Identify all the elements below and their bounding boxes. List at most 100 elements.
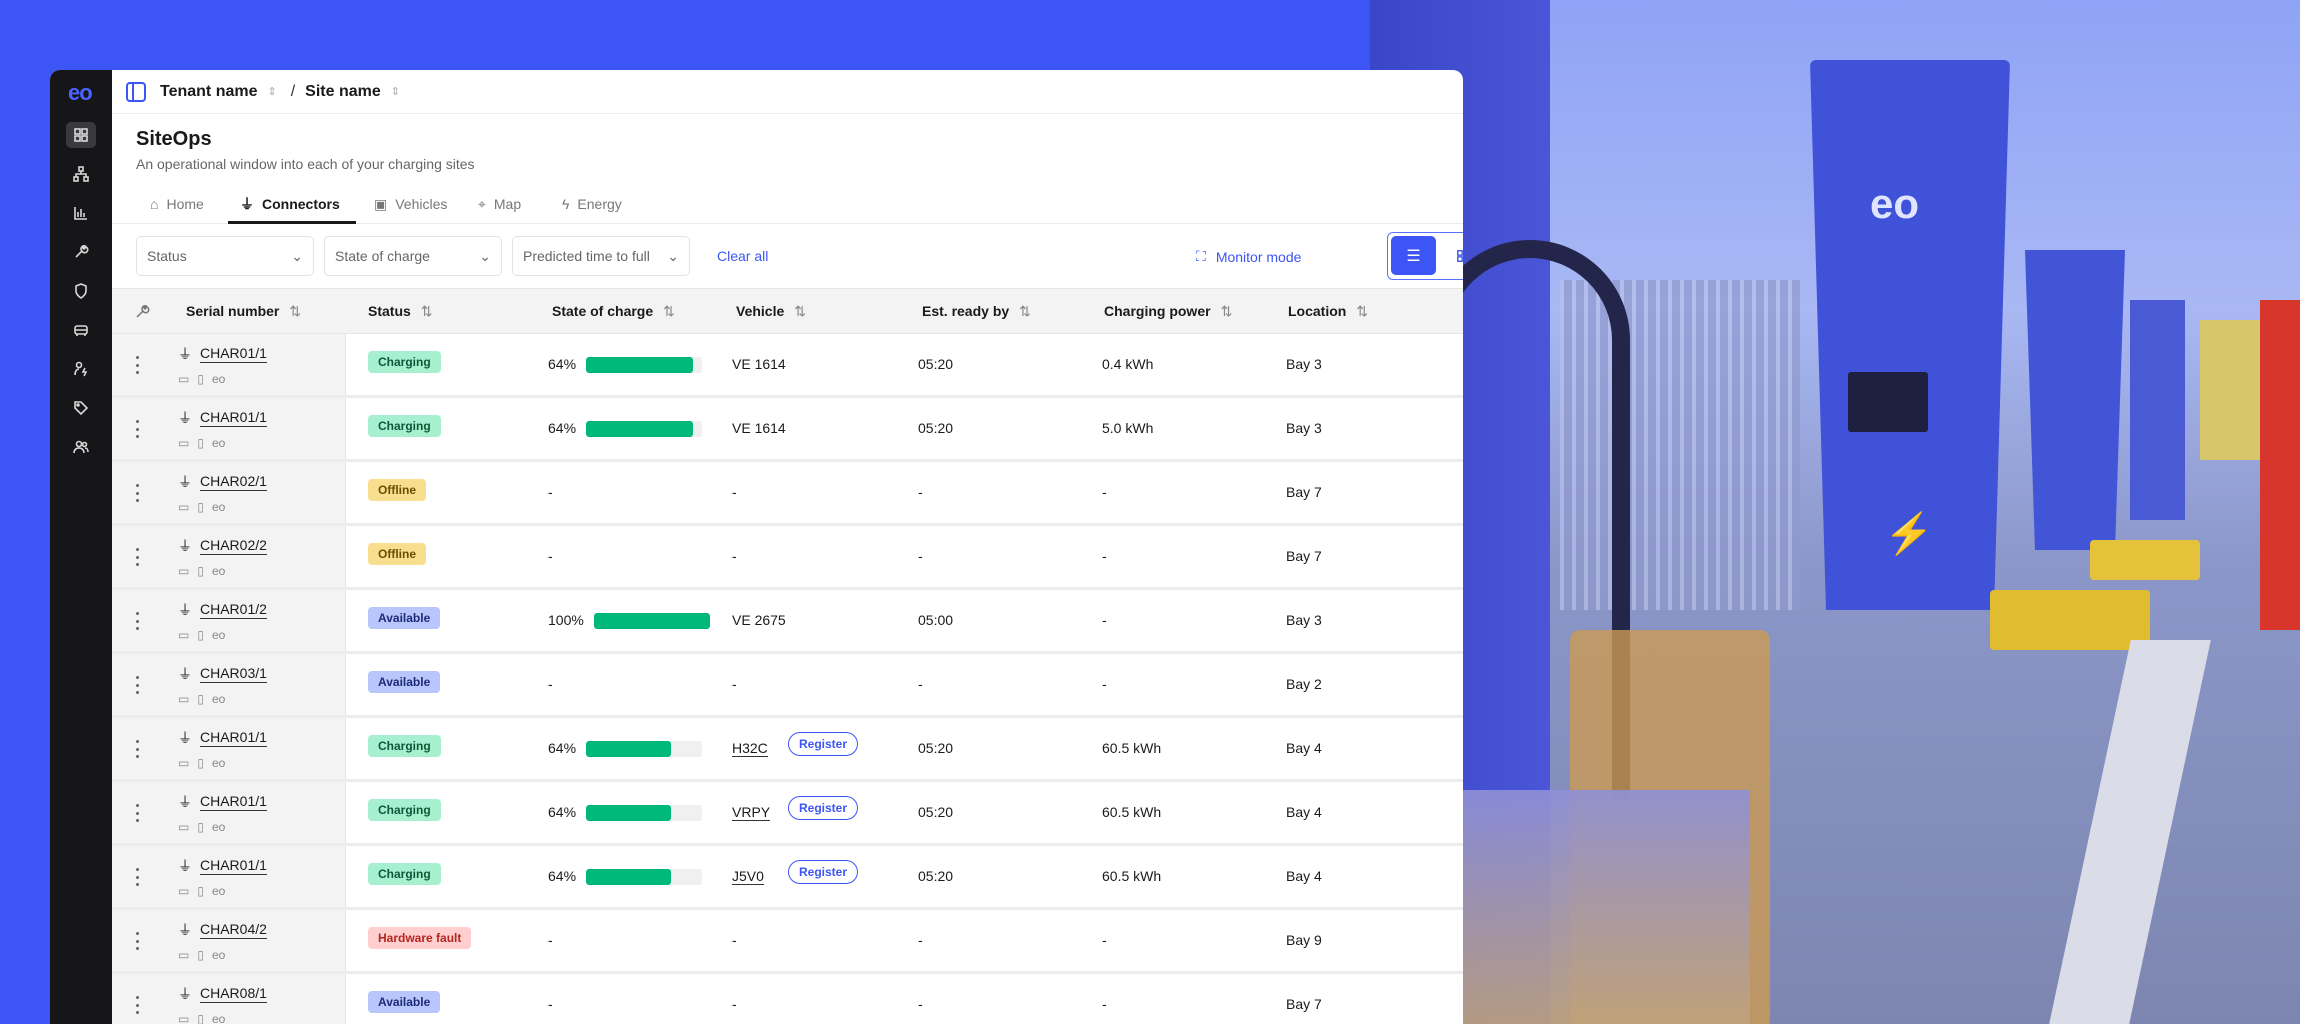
register-button[interactable]: Register (788, 732, 859, 756)
chevron-updown-icon[interactable]: ⇕ (267, 86, 277, 98)
serial-number[interactable]: ⏚ CHAR01/1 (178, 793, 267, 811)
table-row[interactable]: ⏚ CHAR02/1 ▭ ▯ eo Offline - - - - Bay 7 (112, 462, 1463, 526)
soc-value: - (548, 676, 553, 692)
table-row[interactable]: ⏚ CHAR01/1 ▭ ▯ eo Charging 64% VRPY Register… (112, 782, 1463, 846)
kebab-menu-icon[interactable] (134, 804, 140, 822)
table-row[interactable]: ⏚ CHAR01/1 ▭ ▯ eo Charging 64% VE 1614 05:2… (112, 334, 1463, 398)
row-sticky-cell: ⏚ CHAR01/1 ▭ ▯ eo (112, 782, 346, 843)
site-selector[interactable]: Site name (305, 82, 381, 100)
connector-meta: ▭ ▯ eo (178, 756, 225, 770)
column-vehicle[interactable]: Vehicle ⇅ (736, 303, 806, 319)
sidebar-item-dashboard[interactable] (66, 122, 96, 148)
sidebar-item-maintenance[interactable] (66, 239, 96, 265)
tab-map[interactable]: ⌖ Map (478, 192, 521, 216)
status-filter[interactable]: Status ⌄ (136, 236, 314, 276)
serial-number[interactable]: ⏚ CHAR01/1 (178, 857, 267, 875)
soc-bar (586, 421, 702, 437)
serial-number[interactable]: ⏚ CHAR02/2 (178, 537, 267, 555)
vehicle-link[interactable]: VRPY (732, 804, 771, 821)
sidebar-item-hierarchy[interactable] (66, 161, 96, 187)
shield-icon (75, 283, 87, 299)
kebab-menu-icon[interactable] (134, 740, 140, 758)
column-charging-power[interactable]: Charging power ⇅ (1104, 303, 1233, 319)
charging-power-value: - (1102, 548, 1107, 564)
table-row[interactable]: ⏚ CHAR01/1 ▭ ▯ eo Charging 64% VE 1614 05:2… (112, 398, 1463, 462)
kebab-menu-icon[interactable] (134, 612, 140, 630)
column-state-of-charge[interactable]: State of charge ⇅ (552, 303, 675, 319)
serial-number[interactable]: ⏚ CHAR04/2 (178, 921, 267, 939)
sort-icon: ⇅ (1356, 303, 1369, 319)
tenant-selector[interactable]: Tenant name (160, 82, 258, 100)
table-row[interactable]: ⏚ CHAR08/1 ▭ ▯ eo Available - - - - Bay 7 (112, 974, 1463, 1024)
soc-value: - (548, 548, 553, 564)
table-row[interactable]: ⏚ CHAR01/1 ▭ ▯ eo Charging 64% H32C Register… (112, 718, 1463, 782)
row-sticky-cell: ⏚ CHAR01/1 ▭ ▯ eo (112, 334, 346, 395)
table-row[interactable]: ⏚ CHAR02/2 ▭ ▯ eo Offline - - - - Bay 7 (112, 526, 1463, 590)
clear-all-link[interactable]: Clear all (717, 248, 769, 264)
vehicle-value: VE 1614 (732, 356, 786, 372)
serial-number[interactable]: ⏚ CHAR02/1 (178, 473, 267, 491)
users-icon (73, 440, 89, 454)
soc-bar (586, 805, 702, 821)
table-header: Serial number ⇅ Status ⇅ State of charge ⇅ … (112, 288, 1463, 334)
kebab-menu-icon[interactable] (134, 356, 140, 374)
row-sticky-cell: ⏚ CHAR03/1 ▭ ▯ eo (112, 654, 346, 715)
table-row[interactable]: ⏚ CHAR01/1 ▭ ▯ eo Charging 64% J5V0 Register… (112, 846, 1463, 910)
vehicle-link[interactable]: J5V0 (732, 868, 764, 885)
table-row[interactable]: ⏚ CHAR04/2 ▭ ▯ eo Hardware fault - - - - Bay… (112, 910, 1463, 974)
sidebar-item-drivers[interactable] (66, 356, 96, 382)
sidebar-item-vehicles[interactable] (66, 317, 96, 343)
charger-icon: ▯ (197, 756, 204, 770)
table-row[interactable]: ⏚ CHAR03/1 ▭ ▯ eo Available - - - - Bay 2 (112, 654, 1463, 718)
sidebar: eo (50, 70, 112, 1024)
serial-number[interactable]: ⏚ CHAR03/1 (178, 665, 267, 683)
column-location[interactable]: Location ⇅ (1288, 303, 1369, 319)
predicted-time-filter[interactable]: Predicted time to full ⌄ (512, 236, 690, 276)
grid-view-button[interactable] (1440, 236, 1463, 275)
status-badge: Charging (368, 863, 441, 885)
column-est-ready-by[interactable]: Est. ready by ⇅ (922, 303, 1031, 319)
tag-icon (74, 401, 89, 416)
kebab-menu-icon[interactable] (134, 548, 140, 566)
est-ready-value: - (918, 996, 923, 1012)
state-of-charge-filter[interactable]: State of charge ⌄ (324, 236, 502, 276)
vehicle-link[interactable]: H32C (732, 740, 768, 757)
charging-power-value: - (1102, 676, 1107, 692)
kebab-menu-icon[interactable] (134, 996, 140, 1014)
kebab-menu-icon[interactable] (134, 676, 140, 694)
sidebar-toggle-icon[interactable] (126, 81, 146, 102)
plug-icon: ⏚ (178, 602, 192, 618)
column-status[interactable]: Status ⇅ (368, 303, 433, 319)
kebab-menu-icon[interactable] (134, 484, 140, 502)
serial-number[interactable]: ⏚ CHAR01/1 (178, 409, 267, 427)
register-button[interactable]: Register (788, 860, 859, 884)
serial-number[interactable]: ⏚ CHAR01/1 (178, 345, 267, 363)
kebab-menu-icon[interactable] (134, 868, 140, 886)
sidebar-item-users[interactable] (66, 434, 96, 460)
column-serial-number[interactable]: Serial number ⇅ (186, 303, 302, 319)
table-row[interactable]: ⏚ CHAR01/2 ▭ ▯ eo Available 100% VE 2675 05… (112, 590, 1463, 654)
tab-energy[interactable]: ϟ Energy (562, 192, 622, 216)
serial-number[interactable]: ⏚ CHAR01/2 (178, 601, 267, 619)
filter-label: State of charge (335, 248, 430, 264)
tab-connectors[interactable]: ⏚ Connectors (240, 192, 340, 216)
sidebar-item-analytics[interactable] (66, 200, 96, 226)
sort-icon: ⇅ (1019, 303, 1031, 319)
tab-label: Home (166, 196, 204, 212)
list-view-button[interactable]: ☰ (1391, 236, 1436, 275)
sidebar-item-tariffs[interactable] (66, 395, 96, 421)
plug-icon: ⏚ (178, 346, 192, 362)
tab-home[interactable]: ⌂ Home (150, 192, 204, 216)
chevron-updown-icon[interactable]: ⇕ (390, 86, 400, 98)
serial-number[interactable]: ⏚ CHAR08/1 (178, 985, 267, 1003)
sidebar-item-security[interactable] (66, 278, 96, 304)
monitor-mode-button[interactable]: ⛶ Monitor mode (1196, 248, 1301, 265)
filter-label: Predicted time to full (523, 248, 650, 264)
serial-number[interactable]: ⏚ CHAR01/1 (178, 729, 267, 747)
plug-icon: ⏚ (178, 858, 192, 874)
eo-logo: eo (211, 692, 226, 706)
tab-vehicles[interactable]: ▣ Vehicles (374, 192, 447, 216)
kebab-menu-icon[interactable] (134, 932, 140, 950)
kebab-menu-icon[interactable] (134, 420, 140, 438)
register-button[interactable]: Register (788, 796, 859, 820)
